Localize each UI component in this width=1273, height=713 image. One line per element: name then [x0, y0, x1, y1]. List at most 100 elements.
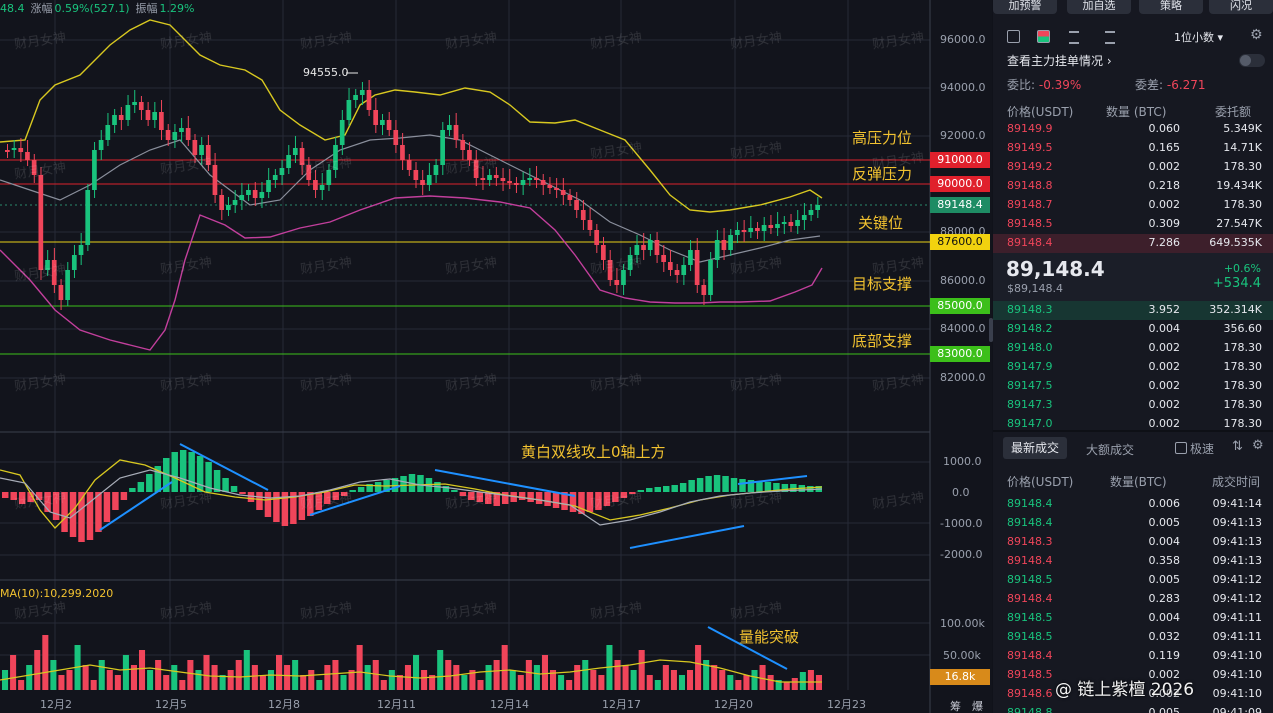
chart-area[interactable]: 48.4 涨幅 0.59%(527.1) 振幅 1.29% 94555.0 96000.… [0, 0, 992, 713]
volume-bar [219, 675, 226, 690]
y-axis-label: 96000.0 [940, 33, 986, 46]
volume-bar [429, 675, 436, 690]
macd-bar [459, 492, 467, 496]
alert-button[interactable]: 加预警 [993, 0, 1057, 14]
date-label: 12月11 [377, 698, 416, 711]
bid-row[interactable]: 89148.0 0.002 178.30 [993, 339, 1273, 358]
candlestick-chart[interactable] [0, 0, 992, 713]
ask-row[interactable]: 89148.8 0.218 19.434K [993, 177, 1273, 196]
trade-row: 89148.4 0.358 09:41:13 [993, 552, 1273, 571]
candle [627, 255, 633, 270]
list-view-icon[interactable] [1069, 31, 1079, 44]
candle [199, 145, 204, 155]
candle [38, 175, 44, 270]
bid-row[interactable]: 89147.5 0.002 178.30 [993, 377, 1273, 396]
depth-selector[interactable]: 1位小数 ▾ [1174, 29, 1223, 45]
candle [252, 190, 258, 198]
macd-bar [2, 492, 9, 498]
volume-bar [703, 660, 710, 690]
settings-icon[interactable]: ⚙ [1250, 27, 1263, 43]
candle [219, 195, 224, 210]
bid-row[interactable]: 89148.3 3.952 352.314K [993, 301, 1273, 320]
bid-price: 89147.9 [1007, 360, 1053, 373]
volume-bar [598, 675, 605, 690]
trade-time: 09:41:13 [1212, 535, 1262, 548]
candle [400, 145, 405, 160]
y-axis-label: 86000.0 [940, 274, 986, 287]
volume-bar [687, 670, 694, 690]
macd-bar [527, 492, 534, 502]
book-header-total[interactable]: 委托额 [1215, 105, 1252, 119]
macd-bar [747, 480, 755, 492]
bid-row[interactable]: 89148.2 0.004 356.60 [993, 320, 1273, 339]
candle [333, 145, 338, 170]
macd-bar [790, 484, 797, 492]
macd-bar [501, 492, 509, 504]
candle [755, 228, 760, 231]
bid-price: 89148.0 [1007, 341, 1053, 354]
view-mode-icon[interactable] [1007, 30, 1020, 43]
last-price: 89,148.4 [1006, 257, 1105, 281]
trade-qty: 0.006 [1148, 497, 1181, 510]
list-view-icon[interactable] [1105, 31, 1115, 44]
volume-bar [525, 660, 532, 690]
trade-row: 89148.4 0.283 09:41:12 [993, 590, 1273, 609]
flash-button[interactable]: 闪况 [1209, 0, 1273, 14]
main-orders-toggle[interactable] [1239, 54, 1265, 67]
volume-bar [114, 675, 121, 690]
panel-splitter-handle[interactable] [989, 318, 993, 342]
ask-qty: 0.060 [1148, 122, 1181, 135]
trade-filter-icon[interactable]: ⇅ [1232, 439, 1243, 454]
burst-label[interactable]: 爆 [972, 700, 983, 713]
tab-large-trades[interactable]: 大额成交 [1086, 443, 1135, 457]
ask-row[interactable]: 89148.7 0.002 178.30 [993, 196, 1273, 215]
macd-bar [620, 492, 628, 498]
candle [540, 180, 546, 185]
bid-row[interactable]: 89147.0 0.002 178.30 [993, 415, 1273, 434]
date-label: 12月23 [827, 698, 866, 711]
volume-bar [445, 660, 452, 690]
change-label: 涨幅 [30, 2, 53, 15]
add-watchlist-button[interactable]: 加自选 [1067, 0, 1131, 14]
volume-bar [106, 670, 113, 690]
volume-bar [775, 680, 782, 690]
ask-row[interactable]: 89149.9 0.060 5.349K [993, 120, 1273, 139]
volume-bar [163, 675, 170, 690]
ask-row[interactable]: 89148.4 7.286 649.535K [993, 234, 1273, 253]
fast-mode-label[interactable]: 极速 [1190, 442, 1215, 456]
fast-mode-checkbox[interactable] [1175, 442, 1187, 454]
ask-row[interactable]: 89148.5 0.309 27.547K [993, 215, 1273, 234]
ask-price: 89149.9 [1007, 122, 1053, 135]
amplitude-value: 1.29% [159, 2, 195, 15]
trade-header-qty[interactable]: 数量(BTC) [1110, 475, 1167, 489]
volume-bar [630, 670, 637, 690]
order-panel: 加预警 加自选 策略 闪况 1位小数 ▾ ⚙ 查看主力挂单情况 › 委比: -0… [993, 0, 1273, 713]
chart-grid [0, 0, 930, 690]
trades-header: 价格(USDT) 数量(BTC) 成交时间 [993, 473, 1273, 492]
view-main-orders-link[interactable]: 查看主力挂单情况 › [1007, 52, 1112, 69]
bid-row[interactable]: 89147.3 0.002 178.30 [993, 396, 1273, 415]
bid-row[interactable]: 89147.9 0.002 178.30 [993, 358, 1273, 377]
volume-bar [695, 645, 702, 690]
macd-bar [391, 478, 399, 492]
view-mode-icon[interactable] [1037, 30, 1050, 43]
trade-settings-icon[interactable]: ⚙ [1252, 438, 1264, 453]
candle [513, 183, 519, 185]
bid-price: 89148.2 [1007, 322, 1053, 335]
bid-qty: 0.002 [1148, 379, 1181, 392]
macd-bar [112, 492, 119, 510]
candle [433, 165, 439, 175]
candle [192, 140, 198, 155]
ask-row[interactable]: 89149.5 0.165 14.71K [993, 139, 1273, 158]
strategy-button[interactable]: 策略 [1139, 0, 1203, 14]
candle [667, 262, 673, 270]
macd-bar [349, 490, 356, 492]
trade-price: 89148.5 [1007, 668, 1053, 681]
ask-row[interactable]: 89149.2 0.002 178.30 [993, 158, 1273, 177]
chips-label[interactable]: 筹 [950, 700, 961, 713]
trade-row: 89148.5 0.004 09:41:11 [993, 609, 1273, 628]
date-label: 12月2 [40, 698, 72, 711]
macd-bar [773, 483, 780, 492]
tab-latest-trades[interactable]: 最新成交 [1003, 437, 1068, 459]
book-header-qty[interactable]: 数量 (BTC) [1106, 105, 1167, 119]
